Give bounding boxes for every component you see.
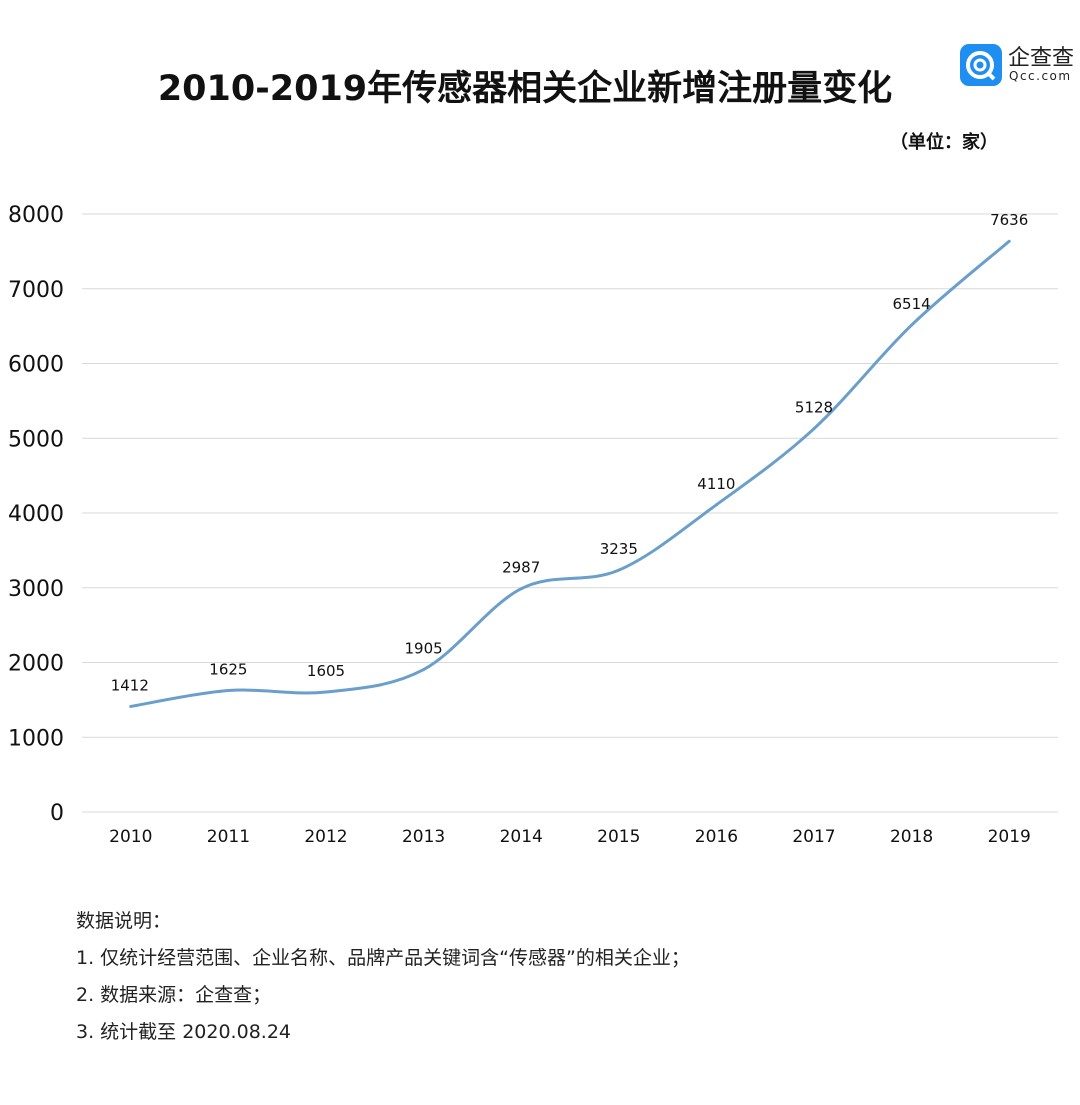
y-tick-label: 6000	[8, 353, 64, 378]
notes: 数据说明： 1. 仅统计经营范围、企业名称、品牌产品关键词含“传感器”的相关企业…	[76, 903, 690, 1051]
data-label: 1625	[209, 661, 247, 679]
data-label: 7636	[990, 211, 1028, 229]
x-tick-label: 2010	[109, 827, 152, 847]
x-tick-label: 2012	[304, 827, 347, 847]
y-tick-label: 7000	[8, 278, 64, 303]
x-tick-label: 2011	[207, 827, 250, 847]
y-tick-label: 8000	[8, 203, 64, 228]
x-tick-label: 2015	[597, 827, 640, 847]
data-label: 4110	[697, 475, 735, 493]
data-point	[226, 689, 230, 693]
y-tick-label: 3000	[8, 577, 64, 602]
data-point	[617, 568, 621, 572]
chart-title: 2010-2019年传感器相关企业新增注册量变化	[157, 69, 893, 109]
y-tick-label: 5000	[8, 427, 64, 452]
logo-url: Qcc.com	[1009, 69, 1072, 83]
data-point	[1007, 239, 1011, 243]
note-item: 1. 仅统计经营范围、企业名称、品牌产品关键词含“传感器”的相关企业；	[76, 947, 690, 969]
y-tick-label: 4000	[8, 502, 64, 527]
series-line	[130, 240, 1011, 708]
data-point	[129, 704, 133, 708]
x-tick-label: 2018	[890, 827, 933, 847]
data-point	[422, 668, 426, 672]
unit-label: （单位：家）	[890, 132, 998, 153]
qcc-logo-icon	[960, 44, 1002, 86]
data-label: 2987	[502, 559, 540, 577]
x-tick-label: 2016	[695, 827, 738, 847]
data-point	[910, 323, 914, 327]
qcc-logo: 企查查 Qcc.com	[958, 44, 1080, 88]
notes-heading: 数据说明：	[76, 910, 172, 932]
data-point	[714, 503, 718, 507]
x-tick-label: 2017	[792, 827, 835, 847]
data-label: 1905	[405, 640, 443, 658]
logo-name: 企查查	[1008, 46, 1075, 71]
data-label: 1605	[307, 662, 345, 680]
y-tick-label: 1000	[8, 726, 64, 751]
data-point	[324, 690, 328, 694]
data-label: 6514	[893, 295, 931, 313]
data-label: 5128	[795, 399, 833, 417]
data-point	[519, 587, 523, 591]
data-label: 3235	[600, 540, 638, 558]
x-tick-label: 2013	[402, 827, 445, 847]
data-label: 1412	[111, 676, 149, 694]
x-tick-label: 2014	[500, 827, 543, 847]
y-tick-label: 0	[50, 801, 64, 826]
note-item: 2. 数据来源：企查查；	[76, 984, 272, 1006]
x-tick-label: 2019	[988, 827, 1031, 847]
data-point	[812, 427, 816, 431]
y-tick-label: 2000	[8, 652, 64, 677]
note-item: 3. 统计截至 2020.08.24	[76, 1021, 291, 1043]
